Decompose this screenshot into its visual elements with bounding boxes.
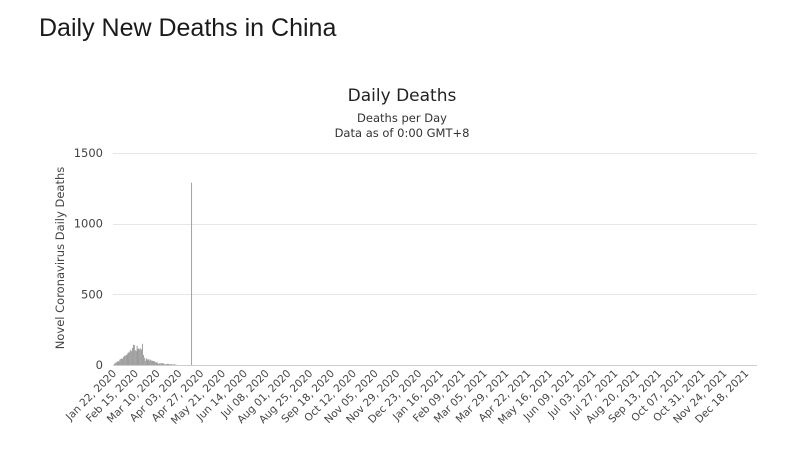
bar: [122, 356, 124, 365]
bar: [131, 351, 133, 365]
page-title: Daily New Deaths in China: [39, 14, 337, 42]
bar: [170, 364, 172, 365]
bar: [137, 348, 139, 365]
chart-subtitle-2: Data as of 0:00 GMT+8: [335, 126, 470, 140]
y-tick-label: 0: [96, 358, 103, 372]
bar: [161, 363, 163, 365]
bar: [157, 363, 159, 365]
bar: [150, 359, 152, 365]
bar: [160, 363, 162, 365]
bar: [139, 349, 141, 365]
bar: [128, 352, 130, 365]
bar: [135, 351, 137, 365]
bar: [171, 364, 173, 365]
y-tick-label: 1500: [74, 146, 103, 160]
bar: [173, 364, 175, 365]
bar: [162, 363, 163, 365]
bar: [138, 348, 140, 365]
bar: [156, 361, 158, 365]
bar: [169, 364, 171, 365]
bar: [125, 354, 127, 365]
y-tick-label: 1000: [74, 217, 103, 231]
bar: [123, 355, 125, 365]
bar: [165, 364, 167, 365]
bar: [149, 360, 151, 365]
bar: [132, 344, 134, 365]
bar: [148, 359, 150, 365]
bar: [155, 362, 157, 365]
bar: [116, 361, 118, 365]
bar: [154, 361, 156, 365]
bar: [130, 349, 132, 365]
bar: [153, 361, 155, 365]
gridlines: [113, 153, 757, 295]
bar: [152, 360, 153, 365]
bar: [145, 358, 147, 365]
bar: [158, 364, 160, 365]
bar: [124, 355, 126, 365]
bar: [167, 363, 169, 365]
bar: [134, 350, 136, 365]
bar: [166, 364, 168, 365]
bar: [113, 363, 115, 365]
bar: [120, 358, 122, 365]
bar: [141, 349, 143, 365]
bar: [117, 361, 119, 365]
chart-subtitle-1: Deaths per Day: [357, 111, 447, 125]
bar: [118, 361, 120, 365]
bar: [126, 354, 128, 365]
bar: [172, 364, 174, 365]
bar: [114, 362, 116, 365]
bar: [151, 360, 153, 365]
bar: [140, 348, 142, 365]
bar: [133, 344, 135, 365]
y-tick-label: 500: [81, 287, 103, 301]
chart-title: Daily Deaths: [348, 86, 457, 106]
bar: [143, 357, 145, 365]
bar: [147, 360, 149, 365]
bar: [191, 182, 193, 365]
bar: [142, 354, 144, 365]
bar: [162, 363, 164, 365]
bar: [136, 345, 138, 365]
bar: [122, 358, 123, 365]
bar: [127, 352, 129, 365]
bar: [142, 343, 143, 365]
bars: [113, 182, 193, 365]
bar: [119, 359, 121, 365]
bar: [115, 362, 117, 365]
bar: [144, 360, 146, 365]
y-axis-label: Novel Coronavirus Daily Deaths: [53, 167, 67, 349]
bar: [163, 363, 165, 365]
bar: [129, 351, 131, 365]
bar: [168, 364, 170, 365]
bar: [121, 358, 123, 365]
bar: [152, 361, 154, 365]
bar: [159, 363, 161, 365]
y-axis-ticks: 0 500 1000 1500: [74, 146, 103, 372]
bar: [132, 347, 133, 365]
bar: [146, 358, 148, 365]
